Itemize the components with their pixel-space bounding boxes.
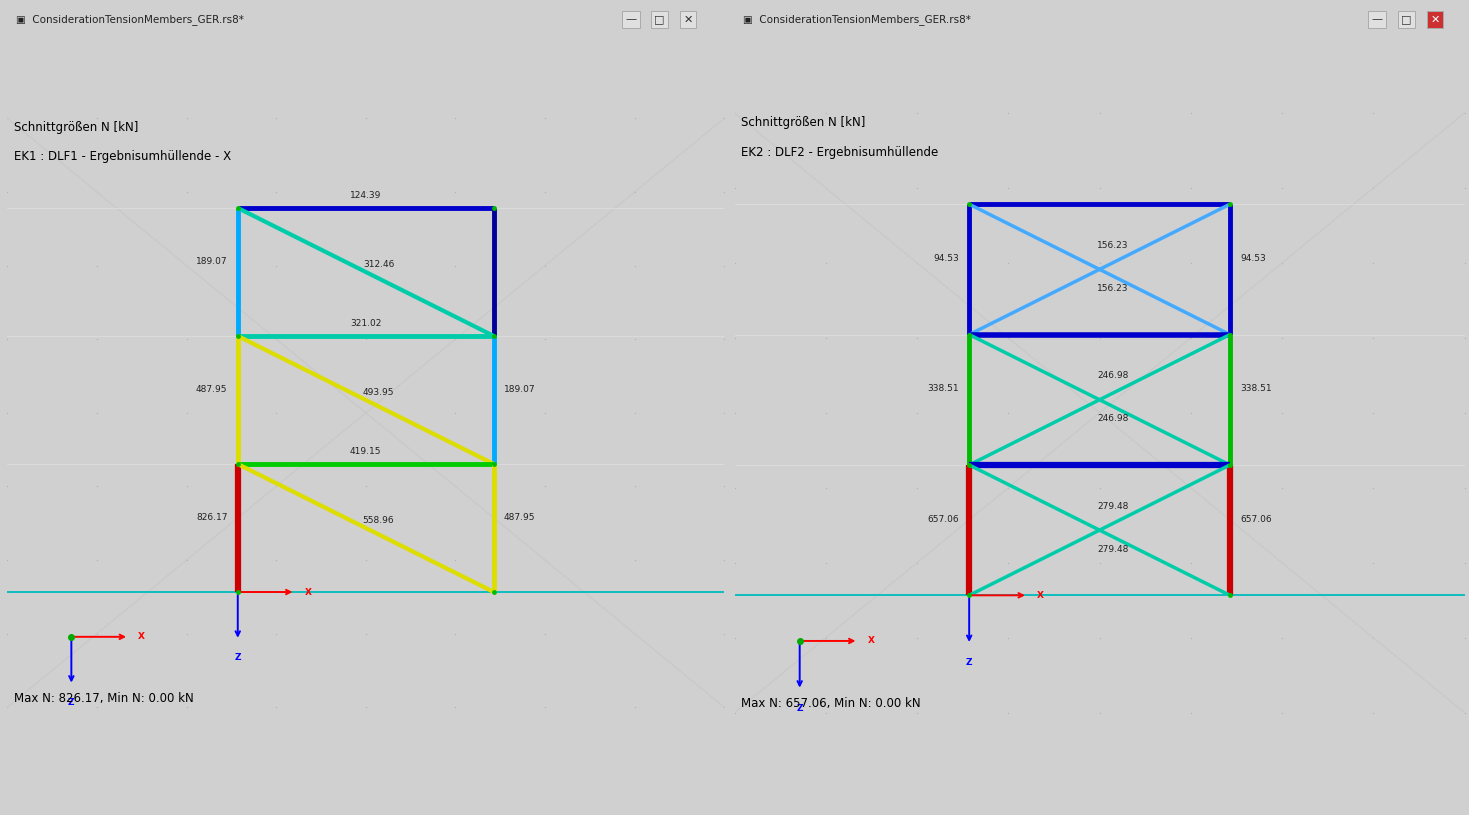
Text: Z: Z [796,703,804,712]
Text: 558.96: 558.96 [363,517,394,526]
Text: Schnittgrößen N [kN]: Schnittgrößen N [kN] [13,121,138,134]
Text: ▣  ConsiderationTensionMembers_GER.rs8*: ▣ ConsiderationTensionMembers_GER.rs8* [743,14,971,25]
Text: 246.98: 246.98 [1097,414,1128,423]
Text: □: □ [655,15,665,24]
Text: X: X [304,588,311,597]
Text: 657.06: 657.06 [927,514,959,523]
Text: 487.95: 487.95 [195,385,228,394]
Text: 124.39: 124.39 [350,192,382,200]
Text: 94.53: 94.53 [1240,253,1266,263]
Text: 826.17: 826.17 [195,513,228,522]
Text: EK2 : DLF2 - Ergebnisumhüllende: EK2 : DLF2 - Ergebnisumhüllende [740,146,939,159]
Text: 312.46: 312.46 [363,261,394,270]
Text: X: X [1037,591,1044,600]
Text: 246.98: 246.98 [1097,371,1128,381]
Text: ✕: ✕ [1431,15,1440,24]
Text: X: X [868,637,874,645]
Text: ✕: ✕ [683,15,693,24]
Text: —: — [626,15,636,24]
Text: 279.48: 279.48 [1097,544,1128,553]
Text: 279.48: 279.48 [1097,501,1128,510]
Text: □: □ [1401,15,1412,24]
Text: 487.95: 487.95 [504,513,536,522]
Text: 419.15: 419.15 [350,447,382,456]
Text: —: — [1372,15,1382,24]
Text: Z: Z [967,658,972,667]
Text: X: X [138,632,145,641]
Text: 156.23: 156.23 [1097,240,1128,250]
Text: 189.07: 189.07 [504,385,536,394]
Text: Z: Z [235,654,241,663]
Text: ▣  ConsiderationTensionMembers_GER.rs8*: ▣ ConsiderationTensionMembers_GER.rs8* [16,14,244,25]
Text: Schnittgrößen N [kN]: Schnittgrößen N [kN] [740,116,865,129]
Text: 321.02: 321.02 [350,319,382,328]
Text: 156.23: 156.23 [1097,284,1128,293]
Text: Max N: 657.06, Min N: 0.00 kN: Max N: 657.06, Min N: 0.00 kN [740,697,921,710]
Text: 189.07: 189.07 [195,257,228,266]
Text: Z: Z [68,698,75,707]
Text: 657.06: 657.06 [1240,514,1272,523]
Text: 338.51: 338.51 [1240,384,1272,394]
Text: EK1 : DLF1 - Ergebnisumhüllende - X: EK1 : DLF1 - Ergebnisumhüllende - X [13,151,231,163]
Text: 338.51: 338.51 [927,384,959,394]
Text: 493.95: 493.95 [363,389,394,398]
Text: Max N: 826.17, Min N: 0.00 kN: Max N: 826.17, Min N: 0.00 kN [13,692,194,705]
Text: 94.53: 94.53 [933,253,959,263]
